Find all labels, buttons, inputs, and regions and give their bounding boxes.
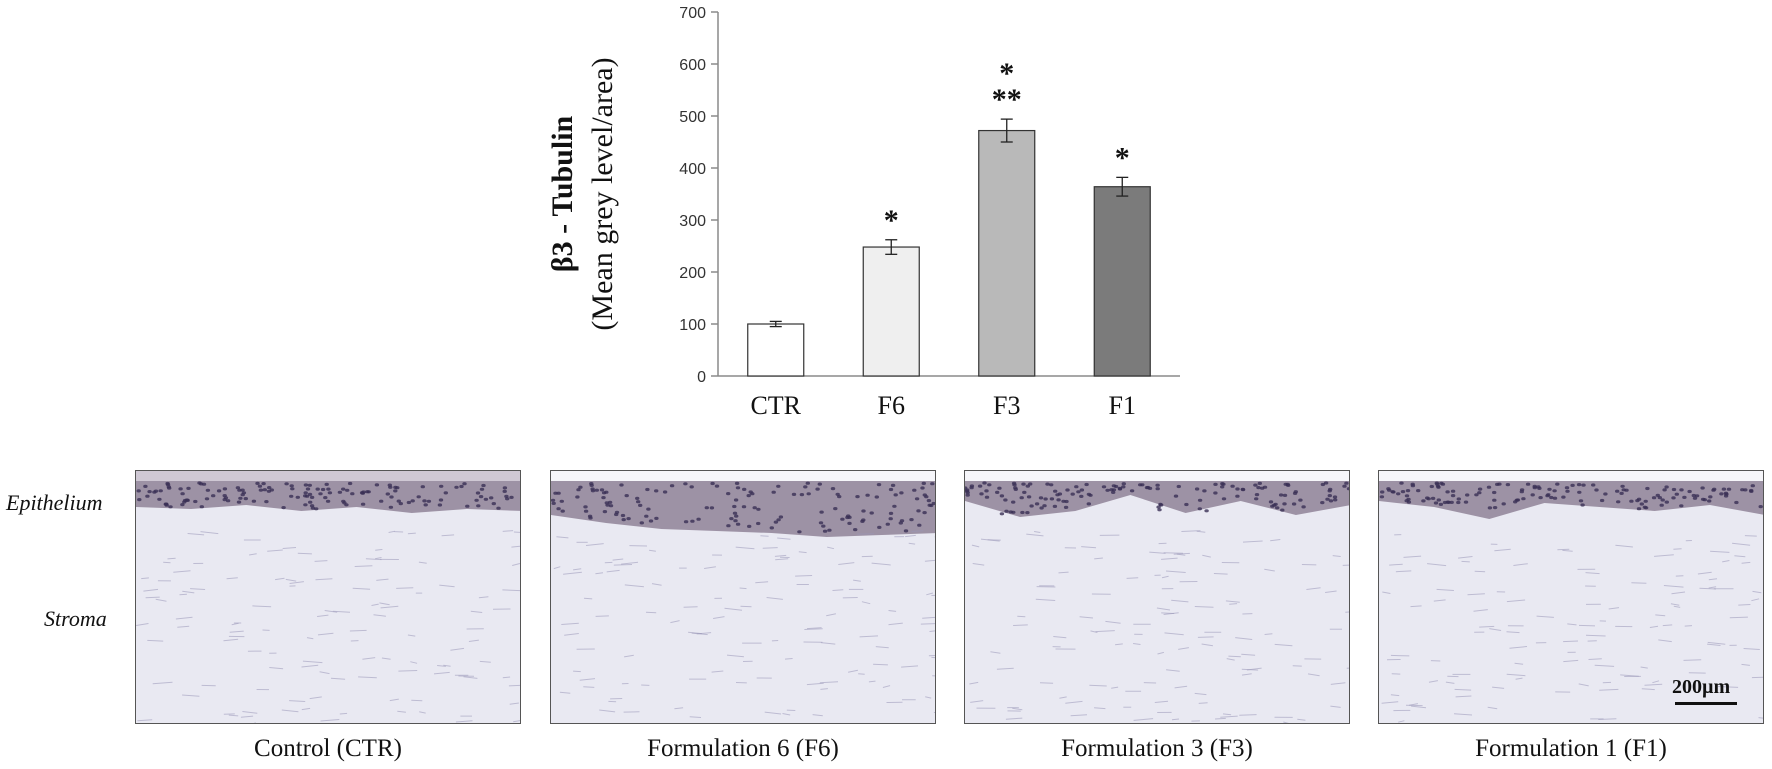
y-axis-title: β3 - Tubulin (Mean grey level/area) <box>546 57 619 330</box>
caption-f6: Formulation 6 (F6) <box>647 735 839 762</box>
significance-marker: * <box>884 204 899 237</box>
tissue-image <box>965 471 1349 723</box>
scale-bar <box>1675 702 1737 705</box>
y-tick-label: 100 <box>679 317 706 334</box>
histology-panel-f6 <box>550 470 936 724</box>
y-tick-label: 200 <box>679 265 706 282</box>
x-tick-label-f1: F1 <box>1109 391 1136 420</box>
y-tick-label: 300 <box>679 213 706 230</box>
significance-marker: * <box>999 57 1014 90</box>
x-tick-label-f6: F6 <box>878 391 905 420</box>
histology-panel-ctr <box>135 470 521 724</box>
bar-chart: β3 - Tubulin (Mean grey level/area) 0 100 2… <box>546 5 1180 420</box>
bar-f1 <box>1093 186 1151 377</box>
epithelium-label: Epithelium <box>6 490 103 515</box>
scale-bar-label: 200µm <box>1672 676 1731 698</box>
y-tick-label: 400 <box>679 161 706 178</box>
caption-f1: Formulation 1 (F1) <box>1475 735 1667 762</box>
y-tick-label: 0 <box>697 369 706 386</box>
y-tick-label: 700 <box>679 5 706 22</box>
y-tick-label: 500 <box>679 109 706 126</box>
histology-panel-f1 <box>1378 470 1764 724</box>
y-axis-title-line1: β3 - Tubulin <box>546 115 579 272</box>
y-axis-title-line2: (Mean grey level/area) <box>586 57 619 330</box>
bar-f3 <box>978 129 1036 377</box>
significance-marker: * <box>1115 141 1130 174</box>
histology-panel-f3 <box>964 470 1350 724</box>
tissue-image <box>136 471 520 723</box>
bar-ctr <box>747 323 805 377</box>
y-tick-label: 600 <box>679 57 706 74</box>
bars: ***** <box>747 57 1151 377</box>
y-ticks: 0 100 200 300 400 500 600 700 <box>679 5 718 386</box>
significance-marker: ** <box>992 83 1022 116</box>
x-tick-label-f3: F3 <box>993 391 1020 420</box>
tissue-image <box>551 471 935 723</box>
x-tick-labels: CTR F6 F3 F1 <box>750 391 1136 420</box>
caption-f3: Formulation 3 (F3) <box>1061 735 1253 762</box>
bar-f6 <box>862 246 920 377</box>
caption-ctr: Control (CTR) <box>254 735 402 762</box>
stroma-label: Stroma <box>44 606 107 631</box>
tissue-image <box>1379 471 1763 723</box>
x-tick-label-ctr: CTR <box>750 391 801 420</box>
